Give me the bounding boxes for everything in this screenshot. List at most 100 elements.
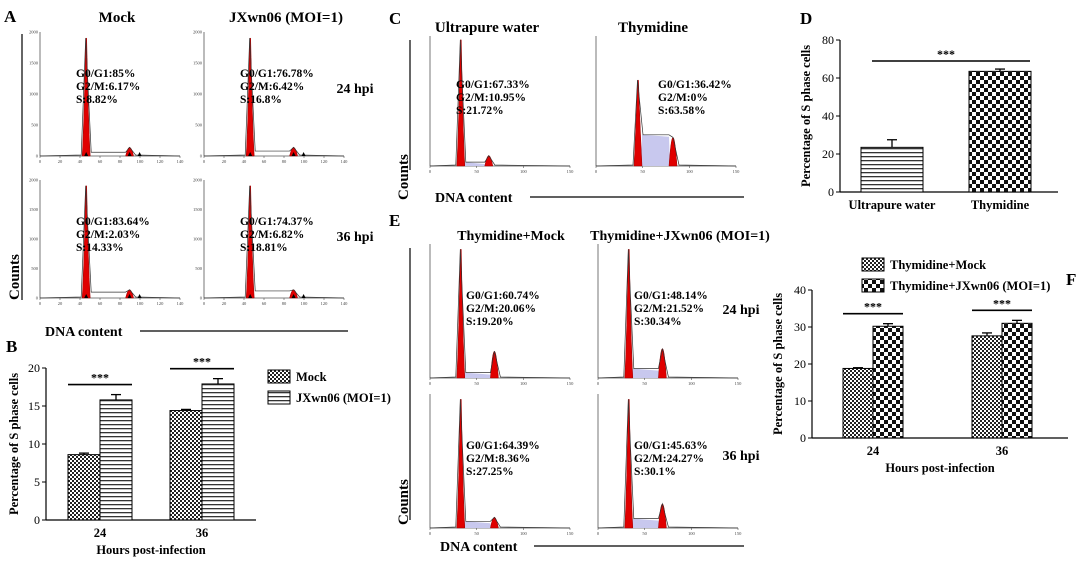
panel-a-hist-outline (39, 185, 181, 299)
panel-a-col-1-title: Mock (99, 10, 136, 26)
panel-a-hist-xtick-label: 100 (301, 301, 309, 306)
panel-a-hist-stat: G0/G1:85% (76, 68, 135, 80)
panel-d-ytick-label: 60 (822, 71, 834, 85)
panel-c-hist-xtick-label: 50 (640, 169, 645, 174)
panel-a-hist-stat: G2/M:6.42% (240, 81, 304, 93)
panel-a-hist-ytick-label: 0 (200, 154, 203, 159)
panel-c-hist-outline (429, 39, 571, 167)
panel-f-category-label: 24 (867, 444, 880, 458)
panel-a-hist-stat: S:16.8% (240, 94, 282, 106)
panel-a-hist-xtick-label: 80 (118, 301, 123, 306)
panel-a-hist-xtick-label: 80 (282, 159, 287, 164)
panel-c-hist-stat: G0/G1:36.42% (658, 79, 732, 91)
panel-a-hist-xtick-label: 40 (78, 159, 83, 164)
panel-e-hist-stat: G0/G1:60.74% (466, 290, 540, 302)
panel-f-ytick-label: 30 (794, 320, 806, 334)
panel-f-ytick-label: 20 (794, 357, 806, 371)
panel-a-row-2-label: 36 hpi (337, 230, 374, 245)
panel-e-hist-stat: G0/G1:48.14% (634, 290, 708, 302)
panel-c-hist-g2-peak (668, 137, 678, 167)
panel-a-hist-stat: G0/G1:83.64% (76, 216, 150, 228)
panel-a-hist-xtick-label: 140 (341, 159, 349, 164)
panel-a-hist-xtick-label: 80 (118, 159, 123, 164)
panel-c-hist-xtick-label: 150 (733, 169, 741, 174)
panel-e-hist-xtick-label: 0 (597, 381, 600, 386)
panel-a-hist-xtick-label: 20 (222, 159, 227, 164)
panel-b-bar (169, 410, 203, 521)
panel-a-hist-xtick-label: 140 (177, 159, 185, 164)
panel-e-hist-1: 0 50 100 150 G0/G1:48.14%G2/M:21.52%S:30.34% (597, 244, 742, 386)
panel-c: C Ultrapure water Thymidine Counts DNA c… (389, 9, 744, 206)
panel-a-hist-marker (248, 294, 253, 298)
panel-b-ylabel: Percentage of S phase cells (7, 373, 21, 515)
panel-b-ytick-label: 15 (28, 399, 40, 413)
panel-b-bar (201, 383, 235, 521)
panel-d-ylabel: Percentage of S phase cells (799, 45, 813, 187)
panel-e-hist-stat: G2/M:8.36% (466, 453, 530, 465)
panel-b-ytick-label: 20 (28, 361, 40, 375)
panel-a-hist-marker (137, 152, 142, 156)
panel-a-hist-xtick-label: 120 (321, 301, 329, 306)
panel-a-hist-stat: S:14.33% (76, 242, 124, 254)
panel-a-hist-xtick-label: 0 (39, 301, 42, 306)
panel-a-hist-g1-peak (81, 37, 91, 157)
panel-e-hist-stat: S:27.25% (466, 466, 514, 478)
panel-e-hist-xtick-label: 150 (567, 381, 575, 386)
panel-a-hist-xtick-label: 100 (301, 159, 309, 164)
panel-b-bar (99, 399, 133, 521)
panel-a-hist-xtick-label: 80 (282, 301, 287, 306)
panel-d-category-label: Thymidine (971, 198, 1030, 212)
panel-f-ylabel: Percentage of S phase cells (771, 293, 785, 435)
panel-a-hist-ytick-label: 1000 (29, 92, 39, 97)
panel-f-legend-swatch (861, 278, 885, 293)
panel-d-ytick-label: 40 (822, 109, 834, 123)
panel-e-hist-xtick-label: 150 (735, 381, 743, 386)
panel-e-hist-outline (429, 249, 571, 379)
panel-e-hist-stat: S:19.20% (466, 316, 514, 328)
panel-e-hist-2: 0 50 100 150 G0/G1:64.39%G2/M:8.36%S:27.25% (429, 394, 574, 536)
panel-e-hist-stat: S:30.1% (634, 466, 676, 478)
panel-d-ytick-label: 0 (828, 185, 834, 199)
panel-a-hist-xtick-label: 120 (157, 301, 165, 306)
panel-a-hist-g1-peak (81, 185, 91, 299)
panel-a-hist-ytick-label: 1000 (193, 92, 203, 97)
panel-d-category-label: Ultrapure water (849, 198, 936, 212)
panel-f-significance-label: *** (864, 300, 882, 314)
panel-b-significance-label: *** (193, 355, 211, 369)
panel-a-hist-stat: S:8.82% (76, 94, 118, 106)
panel-e-histograms: 0 50 100 150 G0/G1:60.74%G2/M:20.06%S:19.20%… (429, 244, 742, 536)
panel-a-hist-xtick-label: 40 (242, 301, 247, 306)
panel-a-hist-xtick-label: 20 (222, 301, 227, 306)
panel-a-hist-outline (39, 38, 181, 157)
panel-a-hist-xtick-label: 20 (58, 159, 63, 164)
panel-e-col-2-title: Thymidine+JXwn06 (MOI=1) (590, 229, 770, 244)
panel-f-ytick-label: 40 (794, 283, 806, 297)
panel-a-hist-stat: G2/M:2.03% (76, 229, 140, 241)
panel-b-legend-label: JXwn06 (MOI=1) (296, 391, 391, 405)
panel-a-xlabel: DNA content (45, 325, 123, 340)
panel-e-hist-g2-peak (490, 517, 499, 529)
panel-e-hist-stat: G0/G1:45.63% (634, 440, 708, 452)
panel-e-hist-stat: G0/G1:64.39% (466, 440, 540, 452)
panel-a: A Mock JXwn06 (MOI=1) 24 hpi 36 hpi Coun… (4, 7, 374, 340)
panel-e-hist-xtick-label: 50 (474, 381, 479, 386)
panel-a-hist-xtick-label: 60 (98, 159, 103, 164)
panel-d-ytick-label: 20 (822, 147, 834, 161)
panel-c-hist-stat: S:63.58% (658, 105, 706, 117)
panel-d-bar (968, 70, 1032, 193)
panel-e-ylabel: Counts (396, 479, 412, 525)
panel-e: E Thymidine+Mock Thymidine+JXwn06 (MOI=1… (389, 211, 770, 555)
panel-a-hist-g1-peak (245, 185, 255, 299)
panel-a-hist-ytick-label: 0 (36, 296, 39, 301)
panel-a-hist-marker (127, 294, 132, 298)
panel-c-ylabel: Counts (396, 154, 412, 200)
panel-a-hist-ytick-label: 1000 (29, 237, 39, 242)
panel-a-hist-xtick-label: 40 (242, 159, 247, 164)
panel-c-hist-g1-peak (456, 39, 466, 167)
panel-a-hist-xtick-label: 120 (157, 159, 165, 164)
panel-e-hist-stat: G2/M:21.52% (634, 303, 704, 315)
panel-a-hist-stat: G0/G1:74.37% (240, 216, 314, 228)
panel-e-hist-xtick-label: 0 (429, 381, 432, 386)
panel-e-hist-xtick-label: 0 (429, 531, 432, 536)
panel-b-ytick-label: 10 (28, 437, 40, 451)
